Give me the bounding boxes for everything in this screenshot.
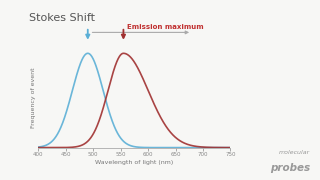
Text: Emission maximum: Emission maximum: [127, 24, 204, 30]
Y-axis label: Frequency of event: Frequency of event: [31, 68, 36, 128]
Text: probes: probes: [270, 163, 310, 173]
Text: Stokes Shift: Stokes Shift: [29, 13, 95, 23]
Text: molecular: molecular: [279, 150, 310, 155]
X-axis label: Wavelength of light (nm): Wavelength of light (nm): [95, 160, 173, 165]
